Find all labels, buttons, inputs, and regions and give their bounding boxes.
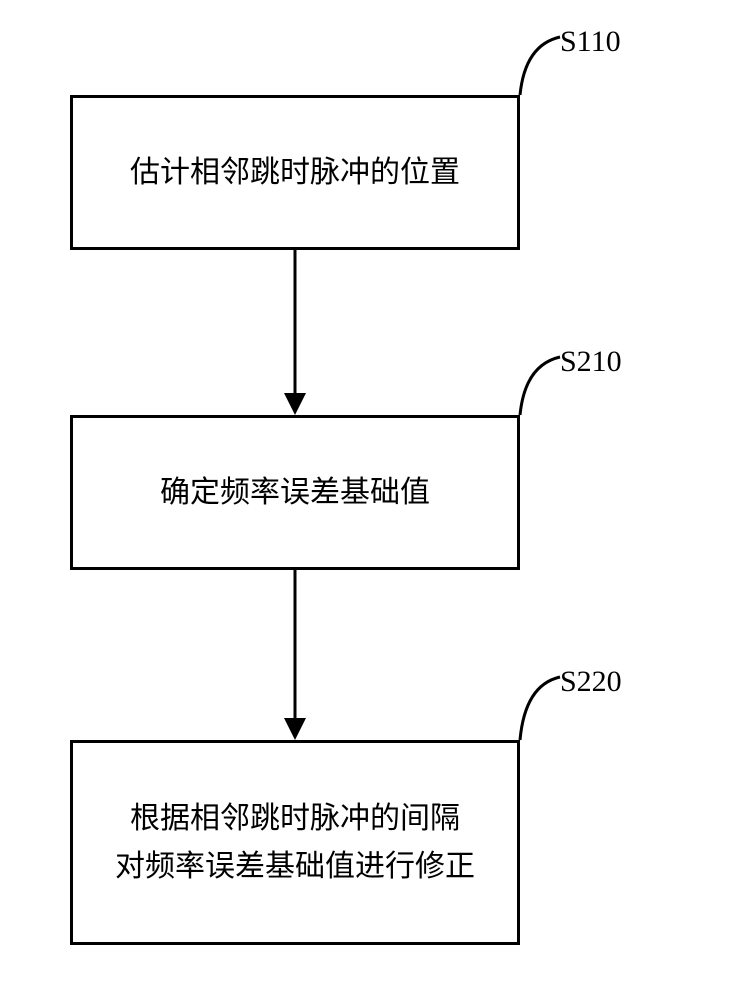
step-label-s110: S110 (560, 25, 621, 59)
flow-box-determine-base: 确定频率误差基础值 (70, 415, 520, 570)
step-label-s210: S210 (560, 345, 622, 379)
flow-box-estimate-position: 估计相邻跳时脉冲的位置 (70, 95, 520, 250)
flow-box-text: 确定频率误差基础值 (160, 469, 430, 517)
flow-box-text: 估计相邻跳时脉冲的位置 (130, 149, 460, 197)
flow-box-correct-base: 根据相邻跳时脉冲的间隔 对频率误差基础值进行修正 (70, 740, 520, 945)
flowchart-canvas: 估计相邻跳时脉冲的位置 S110 确定频率误差基础值 S210 根据相邻跳时脉冲… (0, 0, 731, 1000)
flow-box-text: 根据相邻跳时脉冲的间隔 对频率误差基础值进行修正 (115, 795, 475, 891)
step-label-s220: S220 (560, 665, 622, 699)
